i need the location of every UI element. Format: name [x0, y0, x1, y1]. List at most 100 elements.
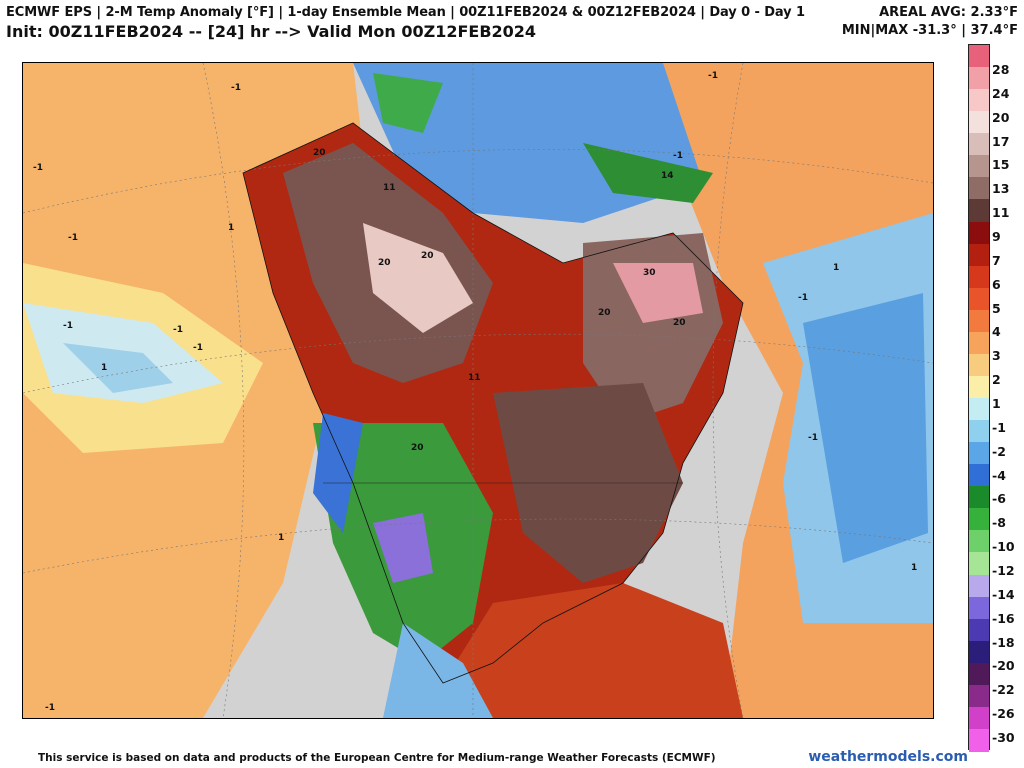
- colorbar-segment: [969, 618, 989, 642]
- pacific-cool-2: [63, 343, 173, 393]
- colorbar-label: 20: [992, 109, 1010, 125]
- colorbar-label: 7: [992, 252, 1001, 268]
- contour-label: 1: [278, 533, 285, 543]
- colorbar-segment: [969, 375, 989, 399]
- colorbar-segment: [969, 309, 989, 333]
- quebec-pink: [613, 263, 703, 323]
- contour-label: -1: [63, 321, 73, 331]
- colorbar: [968, 44, 990, 752]
- baja-blue: [383, 623, 493, 718]
- colorbar-label: -26: [992, 706, 1015, 722]
- contour-label: 20: [411, 443, 424, 453]
- colorbar-segment: [969, 640, 989, 664]
- colorbar-label: 28: [992, 62, 1010, 77]
- colorbar-segment: [969, 398, 989, 421]
- colorbar-segment: [969, 155, 989, 178]
- contour-label: 1: [228, 223, 235, 233]
- colorbar-label: 2: [992, 372, 1001, 388]
- us-west-blue: [313, 413, 363, 533]
- colorbar-label: 13: [992, 181, 1010, 197]
- colorbar-segment: [969, 67, 989, 90]
- colorbar-segment: [969, 530, 989, 553]
- colorbar-segment: [969, 331, 989, 355]
- coastlines: [242, 122, 744, 684]
- colorbar-label: -6: [992, 491, 1006, 507]
- colorbar-segment: [969, 574, 989, 598]
- colorbar-label: 4: [992, 324, 1001, 340]
- colorbar-segment: [969, 133, 989, 156]
- contour-label: 30: [643, 268, 656, 278]
- colorbar-label: 15: [992, 157, 1010, 173]
- header-init-valid: Init: 00Z11FEB2024 -- [24] hr --> Valid …: [6, 22, 537, 41]
- contour-label: 20: [598, 308, 611, 318]
- min-max: MIN|MAX -31.3° | 37.4°F: [841, 23, 1018, 38]
- colorbar-segment: [969, 464, 989, 487]
- header-title: ECMWF EPS | 2-M Temp Anomaly [°F] | 1-da…: [6, 5, 805, 20]
- colorbar-label: 11: [992, 205, 1010, 221]
- colorbar-label: 5: [992, 300, 1001, 316]
- colorbar-segment: [969, 508, 989, 531]
- colorbar-label: -16: [992, 610, 1015, 626]
- arctic-green: [373, 73, 443, 133]
- contour-label: 11: [383, 183, 396, 193]
- colorbar-segment: [969, 662, 989, 686]
- colorbar-segment: [969, 287, 989, 311]
- colorbar-label: 6: [992, 276, 1001, 292]
- canada-west-pink: [363, 223, 473, 333]
- contour-label: 20: [313, 148, 326, 158]
- colorbar-label: -1: [992, 419, 1006, 435]
- atlantic-blue-deep: [803, 293, 928, 563]
- colorbar-segment: [969, 684, 989, 708]
- colorbar-segment: [969, 221, 989, 245]
- colorbar-label: -8: [992, 515, 1006, 531]
- contour-label: -1: [231, 83, 241, 93]
- colorbar-label: -20: [992, 658, 1015, 674]
- colorbar-label: -22: [992, 682, 1015, 698]
- colorbar-segment: [969, 199, 989, 222]
- gulf-red: [443, 583, 743, 718]
- colorbar-label: -10: [992, 539, 1015, 555]
- colorbar-label: 24: [992, 85, 1010, 101]
- colorbar-label: -12: [992, 563, 1015, 578]
- contour-label: -1: [173, 325, 183, 335]
- contour-label: -1: [673, 151, 683, 161]
- anomaly-map: 20 20 20 20 30 20 20 14 11 11 -1 -1 -1 -…: [22, 62, 934, 719]
- map-gridlines: [23, 63, 933, 718]
- colorbar-label: 3: [992, 348, 1001, 364]
- colorbar-segment: [969, 265, 989, 289]
- colorbar-label: -14: [992, 586, 1015, 602]
- colorbar-label: -2: [992, 443, 1006, 459]
- colorbar-segment: [969, 89, 989, 112]
- colorbar-segment: [969, 552, 989, 575]
- areal-average: AREAL AVG: 2.33°F: [879, 5, 1018, 20]
- contour-label: 1: [833, 263, 840, 273]
- contour-label: 20: [378, 258, 391, 268]
- footer-attribution: This service is based on data and produc…: [38, 752, 716, 764]
- colorbar-label: 9: [992, 229, 1001, 244]
- footer-brand-link[interactable]: weathermodels.com: [808, 749, 968, 765]
- contour-label: -1: [808, 433, 818, 443]
- colorbar-segment: [969, 243, 989, 267]
- contour-label: 1: [101, 363, 108, 373]
- contour-label: -1: [798, 293, 808, 303]
- colorbar-segment: [969, 420, 989, 443]
- us-west-purple: [373, 513, 433, 583]
- colorbar-segment: [969, 706, 989, 730]
- colorbar-segment: [969, 177, 989, 200]
- contour-label: -1: [68, 233, 78, 243]
- contour-label: 20: [421, 251, 434, 261]
- contour-label: -1: [193, 343, 203, 353]
- colorbar-segment: [969, 111, 989, 134]
- contour-label: 20: [673, 318, 686, 328]
- colorbar-segment: [969, 45, 989, 68]
- contour-label: -1: [33, 163, 43, 173]
- contour-label: 1: [911, 563, 918, 573]
- colorbar-segment: [969, 596, 989, 620]
- colorbar-label: -18: [992, 634, 1015, 650]
- colorbar-label: -30: [992, 730, 1015, 745]
- anomaly-map-graphic: [23, 63, 933, 718]
- greenland-green: [583, 143, 713, 203]
- colorbar-label: 17: [992, 133, 1010, 149]
- colorbar-label: -4: [992, 467, 1006, 483]
- contour-label: 14: [661, 171, 674, 181]
